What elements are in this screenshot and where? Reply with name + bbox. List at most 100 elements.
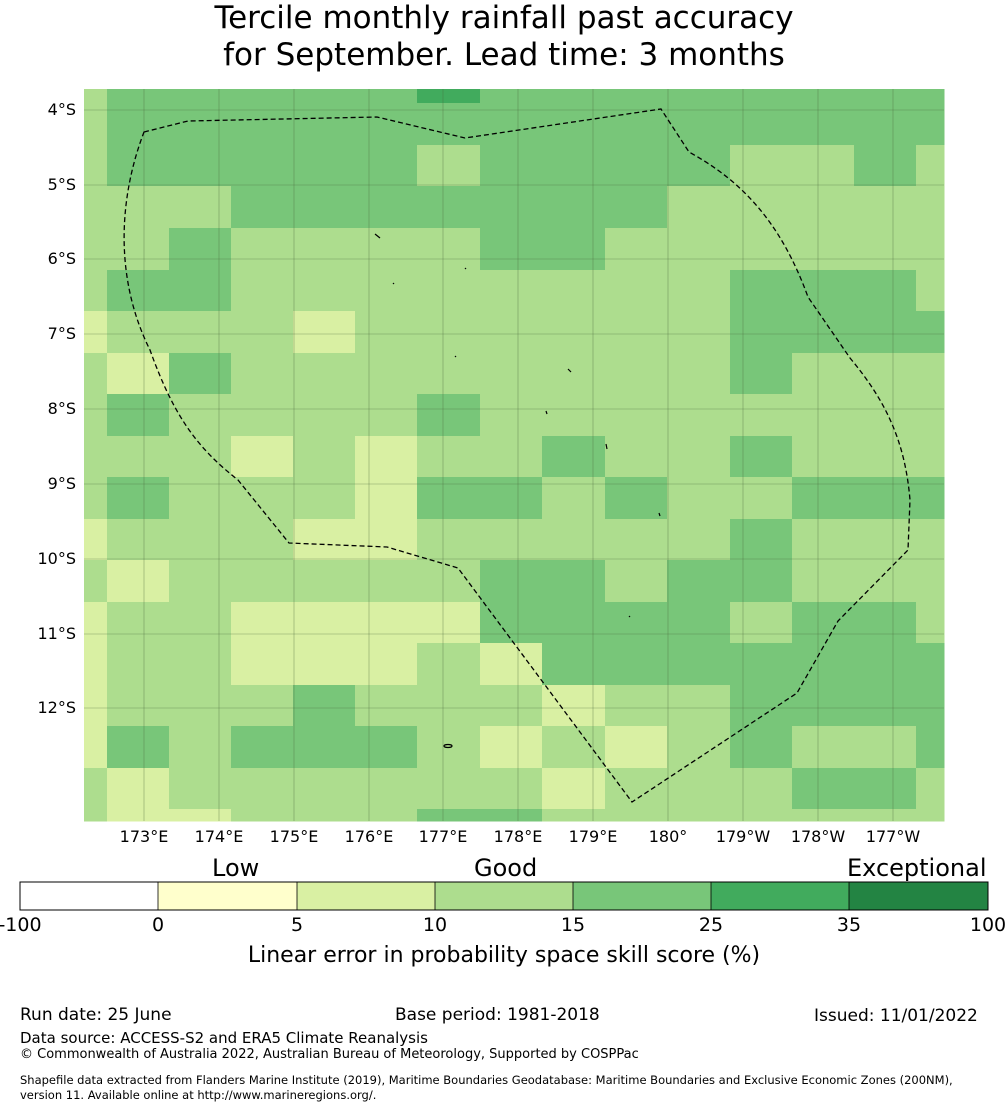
grid-cell bbox=[293, 519, 356, 561]
grid-cell bbox=[605, 477, 668, 520]
grid-cell bbox=[84, 103, 108, 146]
grid-cell bbox=[667, 768, 731, 810]
grid-cell bbox=[480, 602, 543, 644]
grid-cell bbox=[480, 394, 543, 437]
grid-cell bbox=[169, 353, 232, 395]
grid-cell bbox=[107, 643, 170, 686]
grid-cell bbox=[667, 103, 731, 146]
grid-cell bbox=[916, 477, 945, 520]
grid-cell bbox=[355, 270, 418, 312]
grid-cell bbox=[355, 477, 418, 520]
grid-cell bbox=[605, 685, 668, 727]
grid-cell bbox=[355, 519, 418, 561]
grid-cell bbox=[355, 768, 418, 810]
grid-cell bbox=[667, 270, 731, 312]
colorbar-segment bbox=[573, 882, 711, 910]
grid-cell bbox=[667, 519, 731, 561]
grid-cell bbox=[84, 768, 108, 810]
longitude-label: 178°W bbox=[790, 827, 846, 846]
grid-cell bbox=[107, 602, 170, 644]
grid-cell bbox=[84, 311, 108, 354]
grid-cell bbox=[854, 270, 917, 312]
grid-cell bbox=[792, 602, 855, 644]
grid-cell bbox=[480, 726, 543, 769]
colorbar-tick-label: 10 bbox=[422, 914, 448, 936]
grid-cell bbox=[730, 186, 793, 229]
grid-cell bbox=[355, 228, 418, 271]
grid-cell bbox=[730, 477, 793, 520]
colorbar-tick-label: 5 bbox=[290, 914, 304, 936]
grid-cell bbox=[480, 768, 543, 810]
grid-cell bbox=[355, 809, 418, 822]
longitude-label: 177°W bbox=[865, 827, 921, 846]
grid-cell bbox=[107, 228, 170, 271]
grid-cell bbox=[730, 560, 793, 603]
grid-cell bbox=[542, 519, 606, 561]
category-good: Good bbox=[474, 854, 538, 882]
grid-cell bbox=[169, 311, 232, 354]
grid-cell bbox=[605, 726, 668, 769]
grid-cell bbox=[231, 560, 294, 603]
latitude-label: 7°S bbox=[47, 324, 76, 343]
grid-cell bbox=[916, 89, 945, 104]
grid-cell bbox=[667, 436, 731, 478]
colorbar-tick-label: 15 bbox=[560, 914, 586, 936]
latitude-label: 6°S bbox=[47, 249, 76, 268]
grid-cell bbox=[480, 436, 543, 478]
colorbar-segment bbox=[849, 882, 988, 910]
grid-cell bbox=[231, 519, 294, 561]
grid-cell bbox=[542, 103, 606, 146]
title-line-2: for September. Lead time: 3 months bbox=[223, 37, 785, 73]
grid-cell bbox=[84, 602, 108, 644]
grid-cell bbox=[730, 103, 793, 146]
grid-cell bbox=[417, 809, 481, 822]
colorbar-segment bbox=[435, 882, 573, 910]
grid-cell bbox=[417, 685, 481, 727]
grid-cell bbox=[293, 89, 356, 104]
grid-cell bbox=[916, 270, 945, 312]
grid-cell bbox=[605, 89, 668, 104]
colorbar-tick-label: 35 bbox=[836, 914, 862, 936]
grid-cell bbox=[293, 311, 356, 354]
grid-cell bbox=[84, 560, 108, 603]
latitude-label: 10°S bbox=[37, 549, 76, 568]
grid-cell bbox=[730, 726, 793, 769]
grid-cell bbox=[293, 602, 356, 644]
latitude-label: 12°S bbox=[37, 698, 76, 717]
grid-cell bbox=[417, 186, 481, 229]
grid-cell bbox=[107, 186, 170, 229]
longitude-label: 178°E bbox=[493, 827, 543, 846]
grid-cell bbox=[792, 643, 855, 686]
grid-cell bbox=[231, 685, 294, 727]
grid-cell bbox=[355, 685, 418, 727]
grid-cell bbox=[542, 270, 606, 312]
grid-cell bbox=[730, 394, 793, 437]
grid-cell bbox=[667, 809, 731, 822]
grid-cell bbox=[916, 519, 945, 561]
grid-cell bbox=[542, 436, 606, 478]
grid-cell bbox=[854, 809, 917, 822]
grid-cell bbox=[480, 228, 543, 271]
grid-cell bbox=[355, 311, 418, 354]
colorbar-tick-label: 0 bbox=[151, 914, 165, 936]
grid-cell bbox=[231, 228, 294, 271]
grid-cell bbox=[730, 311, 793, 354]
run-date: Run date: 25 June bbox=[20, 1005, 172, 1025]
grid-cell bbox=[231, 353, 294, 395]
colorbar-segment bbox=[20, 882, 158, 910]
grid-cell bbox=[480, 311, 543, 354]
colorbar-segment bbox=[297, 882, 435, 910]
colorbar-tick-label: 100 bbox=[969, 914, 1007, 936]
grid-cell bbox=[854, 602, 917, 644]
grid-cell bbox=[169, 519, 232, 561]
grid-cell bbox=[231, 809, 294, 822]
grid-cell bbox=[792, 560, 855, 603]
grid-cell bbox=[480, 103, 543, 146]
grid-cell bbox=[355, 726, 418, 769]
grid-cell bbox=[730, 89, 793, 104]
grid-cell bbox=[854, 519, 917, 561]
grid-cell bbox=[605, 394, 668, 437]
grid-cell bbox=[417, 768, 481, 810]
grid-cell bbox=[417, 103, 481, 146]
grid-cell bbox=[293, 270, 356, 312]
